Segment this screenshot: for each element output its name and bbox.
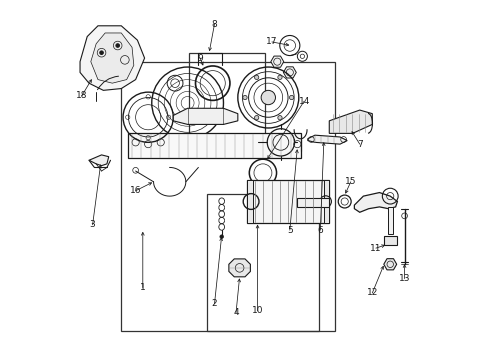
Circle shape xyxy=(116,44,120,47)
Circle shape xyxy=(243,95,247,100)
Text: 17: 17 xyxy=(266,37,278,46)
Bar xyxy=(247,180,329,223)
Polygon shape xyxy=(89,155,109,166)
Bar xyxy=(384,235,397,244)
Bar xyxy=(128,134,300,158)
Circle shape xyxy=(261,90,275,105)
Circle shape xyxy=(220,235,223,238)
Text: 14: 14 xyxy=(298,96,310,105)
Bar xyxy=(122,62,335,330)
Circle shape xyxy=(254,116,259,120)
Text: 16: 16 xyxy=(130,186,142,195)
Text: 2: 2 xyxy=(212,299,218,308)
Text: 4: 4 xyxy=(233,308,239,317)
Circle shape xyxy=(278,116,282,120)
Text: 11: 11 xyxy=(370,244,382,253)
Circle shape xyxy=(278,75,282,80)
Polygon shape xyxy=(384,259,397,270)
Polygon shape xyxy=(247,180,253,223)
Circle shape xyxy=(290,95,294,100)
Bar xyxy=(190,53,265,146)
Polygon shape xyxy=(80,26,145,90)
Polygon shape xyxy=(329,110,372,134)
Polygon shape xyxy=(229,259,250,277)
Polygon shape xyxy=(354,193,397,212)
Polygon shape xyxy=(324,180,329,223)
Text: 10: 10 xyxy=(252,306,263,315)
Text: 8: 8 xyxy=(212,19,218,28)
Text: 18: 18 xyxy=(76,91,88,100)
Text: 1: 1 xyxy=(140,283,146,292)
Circle shape xyxy=(254,75,259,80)
Text: 5: 5 xyxy=(287,226,293,235)
Polygon shape xyxy=(173,108,238,125)
Circle shape xyxy=(100,51,103,54)
Text: 15: 15 xyxy=(345,177,357,186)
Text: 7: 7 xyxy=(357,140,363,149)
Bar xyxy=(207,194,318,330)
Polygon shape xyxy=(271,56,284,67)
Polygon shape xyxy=(283,67,296,78)
Bar xyxy=(388,207,393,234)
Text: 9: 9 xyxy=(197,54,203,63)
Text: 6: 6 xyxy=(318,226,323,235)
Polygon shape xyxy=(308,135,347,144)
Text: 3: 3 xyxy=(90,220,96,229)
Text: 13: 13 xyxy=(399,274,410,283)
Polygon shape xyxy=(91,33,134,83)
Bar xyxy=(297,198,329,207)
Text: 12: 12 xyxy=(367,288,378,297)
